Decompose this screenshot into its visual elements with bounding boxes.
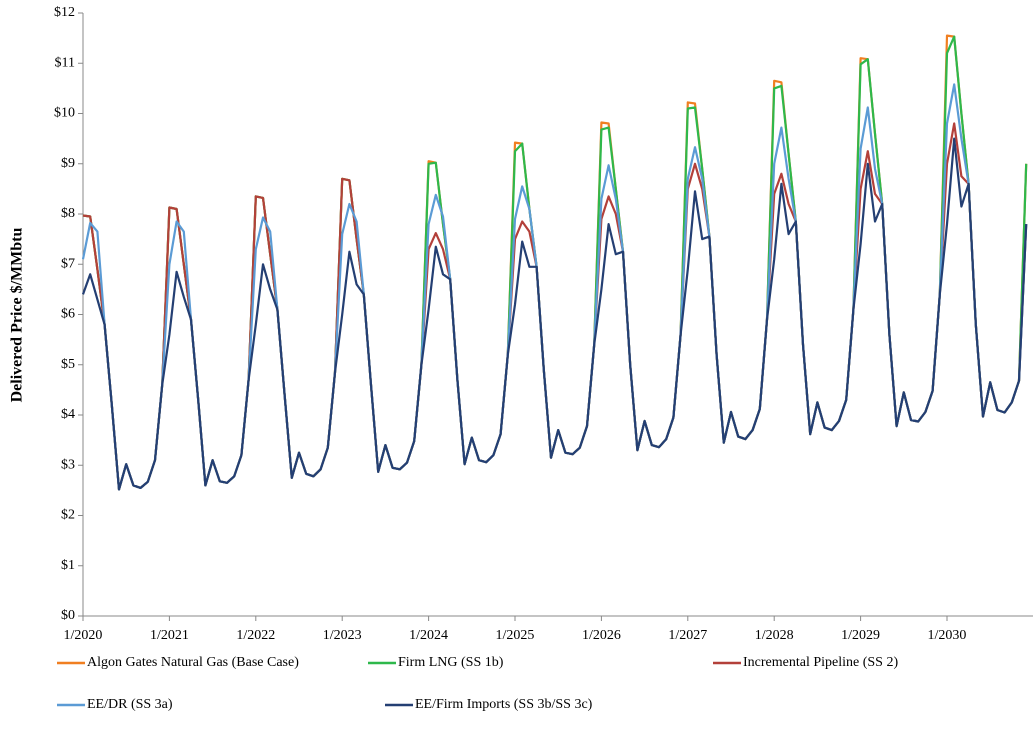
y-tick-label: $7 — [61, 256, 75, 271]
series-line — [82, 122, 1028, 491]
x-tick-label: 1/2020 — [64, 628, 103, 643]
legend-label: EE/Firm Imports (SS 3b/SS 3c) — [415, 697, 593, 712]
y-tick-label: $2 — [61, 508, 75, 523]
y-tick-label: $9 — [61, 156, 75, 171]
y-tick-label: $4 — [61, 407, 75, 422]
x-tick-label: 1/2022 — [236, 628, 275, 643]
y-tick-label: $5 — [61, 357, 75, 372]
legend-label: EE/DR (SS 3a) — [87, 697, 173, 712]
x-tick-label: 1/2021 — [150, 628, 189, 643]
x-tick-label: 1/2024 — [409, 628, 448, 643]
legend-label: Algon Gates Natural Gas (Base Case) — [87, 655, 299, 670]
y-tick-label: $6 — [61, 307, 75, 322]
y-tick-label: $0 — [61, 608, 75, 623]
y-tick-label: $8 — [61, 206, 75, 221]
legend-label: Incremental Pipeline (SS 2) — [743, 655, 898, 670]
y-tick-label: $11 — [55, 55, 75, 70]
x-tick-label: 1/2026 — [582, 628, 621, 643]
x-tick-label: 1/2027 — [668, 628, 707, 643]
series-line — [81, 137, 1028, 491]
x-tick-label: 1/2025 — [496, 628, 535, 643]
x-tick-label: 1/2023 — [323, 628, 362, 643]
x-tick-label: 1/2030 — [928, 628, 967, 643]
y-tick-label: $3 — [61, 457, 75, 472]
x-tick-label: 1/2028 — [755, 628, 794, 643]
series-line — [81, 83, 1028, 491]
y-axis-title: Delivered Price $/MMbtu — [9, 228, 26, 403]
y-tick-label: $12 — [54, 5, 75, 20]
legend-label: Firm LNG (SS 1b) — [398, 655, 504, 670]
y-tick-label: $1 — [61, 558, 75, 573]
x-tick-label: 1/2029 — [841, 628, 880, 643]
y-tick-label: $10 — [54, 106, 75, 121]
